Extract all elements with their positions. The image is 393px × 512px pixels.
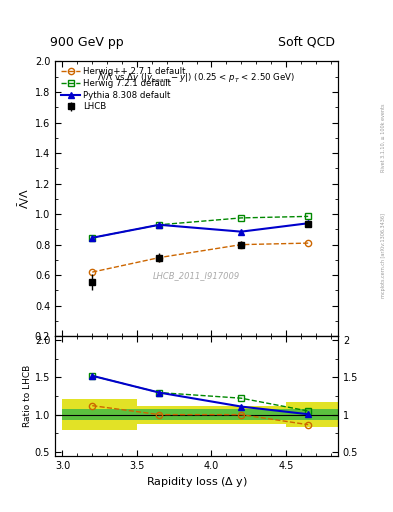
Text: 900 GeV pp: 900 GeV pp xyxy=(50,36,123,49)
Herwig 7.2.1 default xyxy=(306,214,310,220)
Herwig 7.2.1 default xyxy=(90,234,95,241)
Herwig++ 2.7.1 default xyxy=(90,269,95,275)
Text: LHCB_2011_I917009: LHCB_2011_I917009 xyxy=(153,271,240,280)
Y-axis label: Ratio to LHCB: Ratio to LHCB xyxy=(23,365,32,427)
Herwig 7.2.1 default xyxy=(239,215,244,221)
Line: Herwig 7.2.1 default: Herwig 7.2.1 default xyxy=(89,214,311,241)
Line: Pythia 8.308 default: Pythia 8.308 default xyxy=(89,220,311,241)
Herwig++ 2.7.1 default xyxy=(239,242,244,248)
Text: $\bar{\Lambda}/\Lambda$ vs $\Delta y$ ($|y_{\mathrm{beam}}-y|$) (0.25 < $p_{T}$ : $\bar{\Lambda}/\Lambda$ vs $\Delta y$ ($… xyxy=(97,70,296,84)
Pythia 8.308 default xyxy=(306,220,310,226)
Herwig 7.2.1 default xyxy=(157,222,162,228)
Herwig++ 2.7.1 default xyxy=(157,254,162,261)
Line: Herwig++ 2.7.1 default: Herwig++ 2.7.1 default xyxy=(89,240,311,275)
X-axis label: Rapidity loss ($\Delta$ y): Rapidity loss ($\Delta$ y) xyxy=(145,475,248,489)
Text: Rivet 3.1.10, ≥ 100k events: Rivet 3.1.10, ≥ 100k events xyxy=(381,104,386,173)
Pythia 8.308 default xyxy=(239,228,244,234)
Pythia 8.308 default xyxy=(90,234,95,241)
Text: mcplots.cern.ch [arXiv:1306.3436]: mcplots.cern.ch [arXiv:1306.3436] xyxy=(381,214,386,298)
Legend: Herwig++ 2.7.1 default, Herwig 7.2.1 default, Pythia 8.308 default, LHCB: Herwig++ 2.7.1 default, Herwig 7.2.1 def… xyxy=(59,66,188,113)
Pythia 8.308 default xyxy=(157,222,162,228)
Y-axis label: $\bar{\Lambda}/\Lambda$: $\bar{\Lambda}/\Lambda$ xyxy=(17,188,32,209)
Herwig++ 2.7.1 default xyxy=(306,240,310,246)
Text: Soft QCD: Soft QCD xyxy=(278,36,335,49)
